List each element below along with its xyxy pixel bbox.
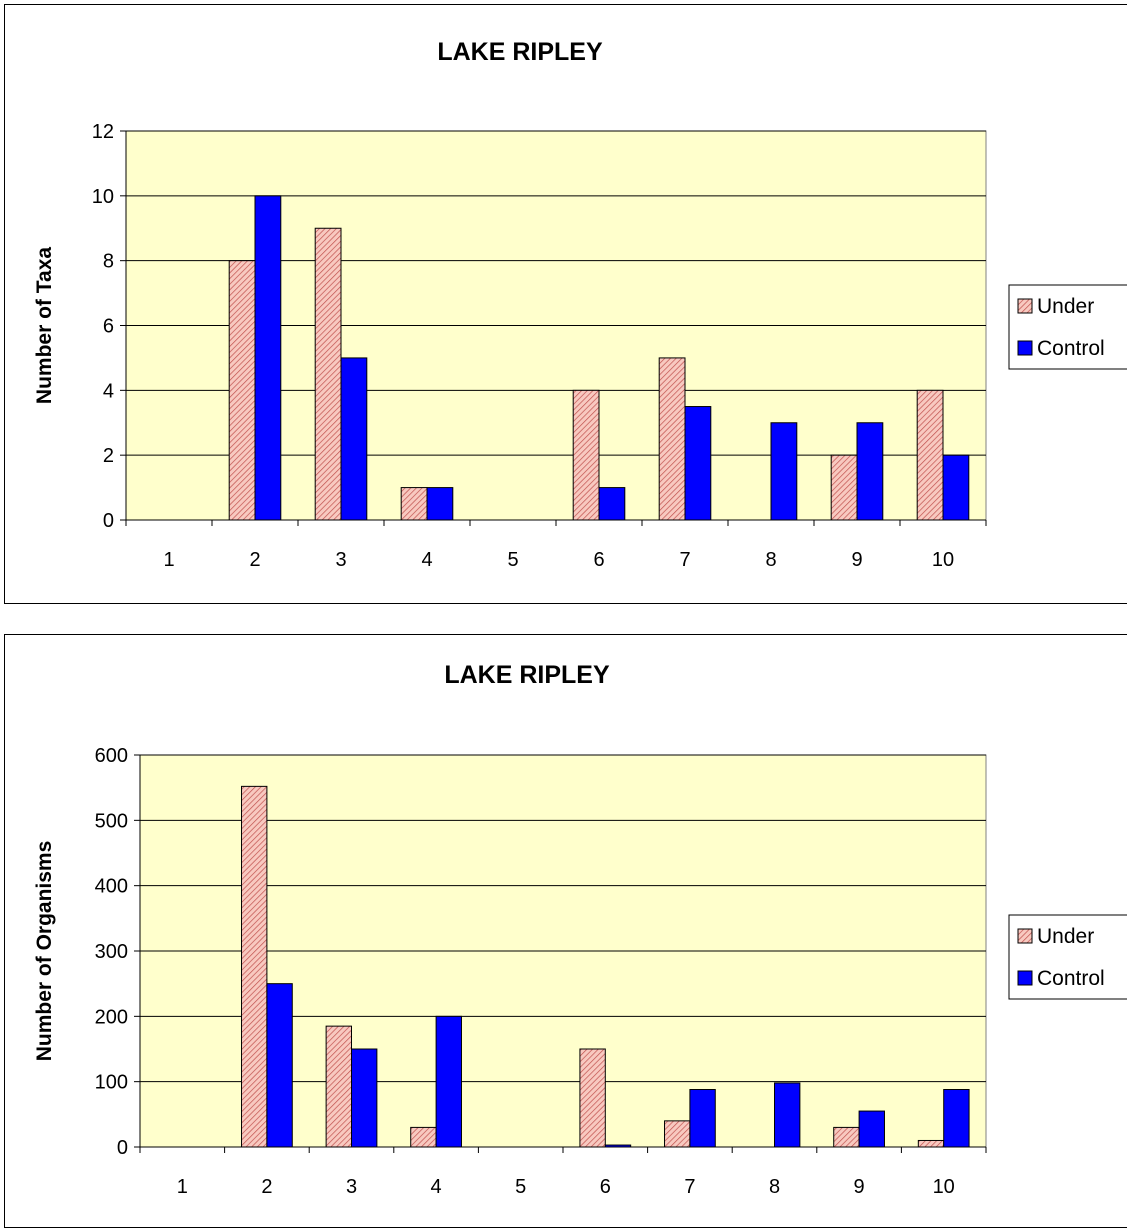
bar-control-6: [598, 487, 626, 521]
bar-control-9: [856, 422, 884, 521]
x-tick-label: 7: [679, 549, 690, 571]
bar-under-9: [833, 1126, 860, 1148]
bar-control-4: [435, 1015, 462, 1148]
x-tick-label: 6: [600, 1176, 611, 1198]
legend-label-under: Under: [1037, 295, 1094, 318]
chart-number-of-organisms: 0 100 200 300 400 500 600 1 2 3 4 5 6 7 8 9 10 LAKE RIPLE…: [33, 661, 1127, 1198]
x-tick-label: 4: [431, 1176, 442, 1198]
x-tick-label: 6: [593, 549, 604, 571]
chart-title: LAKE RIPLEY: [444, 661, 610, 689]
legend-label-under: Under: [1037, 925, 1094, 948]
bar-control-6: [604, 1144, 632, 1148]
legend-label-control: Control: [1037, 337, 1105, 360]
bar-control-3: [340, 357, 368, 521]
x-tick-label: 10: [932, 549, 954, 571]
y-tick-label: 12: [92, 121, 114, 143]
y-tick-label: 400: [95, 876, 128, 898]
bar-control-8: [770, 422, 798, 521]
bar-control-2: [254, 195, 282, 521]
chart-panel-taxa: 0 2 4 6 8 10 12 1 2 3 4 5 6 7 8 9 10 LAKE RIPLEY Number of…: [4, 4, 1127, 604]
y-tick-label: 10: [92, 186, 114, 208]
bar-control-10: [942, 454, 970, 521]
y-tick-label: 2: [103, 445, 114, 467]
x-tick-label: 2: [261, 1176, 272, 1198]
bar-under-10: [916, 389, 944, 521]
legend-swatch-control: [1017, 340, 1033, 356]
x-tick-label: 5: [515, 1176, 526, 1198]
bar-under-10: [917, 1139, 945, 1148]
bar-control-3: [351, 1048, 378, 1148]
bar-under-6: [572, 389, 600, 521]
bar-under-9: [830, 454, 858, 521]
chart-panel-organisms: 0 100 200 300 400 500 600 1 2 3 4 5 6 7 8 9 10 LAKE RIPLE…: [4, 634, 1127, 1228]
bar-under-2: [241, 785, 268, 1148]
y-tick-label: 0: [117, 1137, 128, 1159]
bar-under-2: [228, 260, 256, 521]
y-tick-label: 100: [95, 1072, 128, 1094]
bar-under-7: [658, 357, 686, 521]
x-tick-label: 9: [851, 549, 862, 571]
x-tick-label: 5: [507, 549, 518, 571]
y-tick-label: 600: [95, 745, 128, 767]
legend: Under Control: [1008, 914, 1127, 1000]
x-tick-label: 4: [421, 549, 432, 571]
bar-under-6: [579, 1048, 606, 1148]
bar-control-9: [858, 1110, 885, 1148]
bar-control-7: [689, 1089, 716, 1148]
x-tick-label: 9: [854, 1176, 865, 1198]
bar-under-3: [314, 227, 342, 521]
bar-under-4: [400, 487, 428, 521]
x-tick-label: 3: [335, 549, 346, 571]
legend-label-control: Control: [1037, 967, 1105, 990]
bar-under-3: [325, 1025, 352, 1148]
bar-control-10: [943, 1089, 970, 1148]
legend-swatch-under: [1017, 298, 1033, 314]
y-tick-label: 4: [103, 380, 114, 402]
bar-control-2: [266, 983, 293, 1148]
bar-control-7: [684, 406, 712, 521]
bar-control-8: [774, 1082, 801, 1148]
y-tick-label: 300: [95, 941, 128, 963]
x-tick-label: 1: [163, 549, 174, 571]
y-tick-label: 200: [95, 1006, 128, 1028]
y-axis-label: Number of Organisms: [33, 841, 56, 1062]
x-tick-label: 10: [933, 1176, 955, 1198]
bar-control-4: [426, 487, 454, 521]
y-tick-label: 0: [103, 510, 114, 532]
y-tick-label: 6: [103, 316, 114, 338]
x-tick-label: 8: [765, 549, 776, 571]
bar-under-4: [410, 1126, 437, 1148]
legend: Under Control: [1008, 284, 1127, 370]
y-tick-label: 500: [95, 810, 128, 832]
chart-title: LAKE RIPLEY: [437, 38, 603, 66]
x-tick-label: 3: [346, 1176, 357, 1198]
legend-swatch-under: [1017, 928, 1033, 944]
y-tick-label: 8: [103, 251, 114, 273]
x-tick-label: 8: [769, 1176, 780, 1198]
x-tick-label: 2: [249, 549, 260, 571]
legend-swatch-control: [1017, 970, 1033, 986]
y-axis-label: Number of Taxa: [33, 247, 56, 404]
x-tick-label: 1: [177, 1176, 188, 1198]
x-tick-label: 7: [684, 1176, 695, 1198]
bar-under-7: [664, 1120, 691, 1148]
